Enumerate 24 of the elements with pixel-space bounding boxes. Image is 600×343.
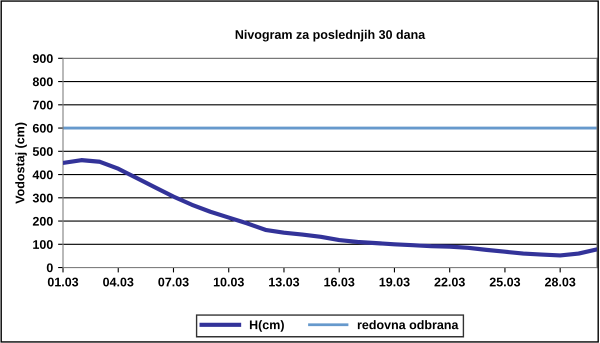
x-tick-label: 25.03 xyxy=(490,278,520,286)
x-tick-label: 07.03 xyxy=(158,278,189,286)
legend-label: redovna odbrana xyxy=(358,320,458,330)
x-tick-label: 04.03 xyxy=(103,278,134,286)
y-tick-label: 500 xyxy=(32,147,53,156)
y-tick-label: 800 xyxy=(32,77,53,86)
y-tick-label: 600 xyxy=(32,124,53,133)
chart-title: Nivogram za poslednjih 30 dana xyxy=(236,30,426,42)
x-tick-label: 16.03 xyxy=(324,278,354,286)
x-tick-label: 01.03 xyxy=(48,278,78,286)
x-tick-label: 28.03 xyxy=(544,278,576,286)
x-tick-label: 22.03 xyxy=(434,278,465,286)
y-tick-label: 900 xyxy=(32,54,53,63)
x-tick-label: 19.03 xyxy=(380,278,410,286)
x-tick-label: 13.03 xyxy=(269,278,300,286)
y-tick-label: 700 xyxy=(32,100,53,110)
y-tick-label: 200 xyxy=(32,216,53,226)
y-tick-label: 300 xyxy=(32,194,53,202)
y-tick-label: 400 xyxy=(32,170,53,180)
legend-label: H(cm) xyxy=(250,320,284,332)
y-tick-label: 100 xyxy=(33,240,53,249)
y-tick-label: 0 xyxy=(46,263,53,272)
y-axis-title: Vodostaj (cm) xyxy=(15,122,27,204)
x-tick-label: 10.03 xyxy=(214,278,244,286)
